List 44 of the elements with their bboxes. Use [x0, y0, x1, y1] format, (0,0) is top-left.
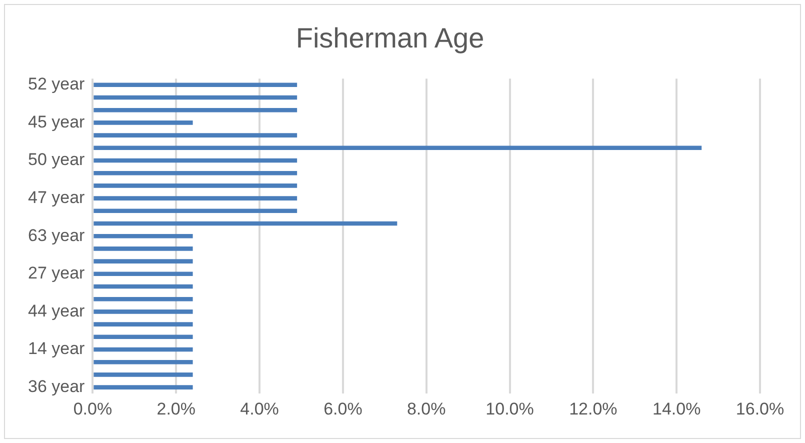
y-tick-label: 50 year — [28, 150, 86, 170]
bar — [94, 108, 298, 112]
x-tick-label: 6.0% — [324, 399, 362, 418]
bar — [94, 284, 193, 289]
y-tick-label: 63 year — [28, 226, 86, 245]
x-tick-label: 4.0% — [240, 399, 279, 418]
y-tick-label: 27 year — [28, 264, 86, 283]
bar — [94, 146, 702, 150]
bar — [94, 133, 298, 138]
bar — [94, 334, 193, 340]
bar — [94, 272, 193, 276]
bar — [94, 246, 193, 251]
bar — [94, 82, 298, 88]
bar — [94, 385, 193, 390]
y-tick-label: 47 year — [28, 188, 86, 207]
x-tick-label: 0.0% — [73, 399, 112, 418]
bar — [94, 208, 298, 214]
bar — [94, 234, 193, 238]
bar — [94, 158, 298, 163]
chart-title: Fisherman Age — [296, 22, 484, 54]
bar — [94, 322, 193, 326]
x-tick-label: 16.0% — [736, 399, 784, 418]
y-tick-label: 14 year — [28, 339, 86, 358]
y-tick-label: 36 year — [28, 376, 86, 396]
x-tick-label: 14.0% — [652, 399, 701, 418]
bar — [94, 310, 193, 314]
y-tick-label: 52 year — [28, 74, 86, 94]
bar — [94, 196, 298, 200]
bar — [94, 259, 193, 264]
bar — [94, 120, 193, 125]
bar — [94, 372, 193, 377]
y-tick-label: 45 year — [28, 112, 86, 132]
bar — [94, 296, 193, 302]
bar — [94, 360, 193, 364]
bar — [94, 170, 298, 176]
x-tick-label: 2.0% — [156, 399, 196, 418]
x-tick-label: 8.0% — [406, 399, 446, 418]
y-tick-label: 44 year — [28, 301, 86, 320]
bar — [94, 95, 298, 100]
x-tick-label: 10.0% — [486, 399, 534, 418]
bar — [94, 221, 398, 226]
x-tick-label: 12.0% — [569, 399, 618, 418]
bar — [94, 184, 298, 188]
bar — [94, 347, 193, 352]
